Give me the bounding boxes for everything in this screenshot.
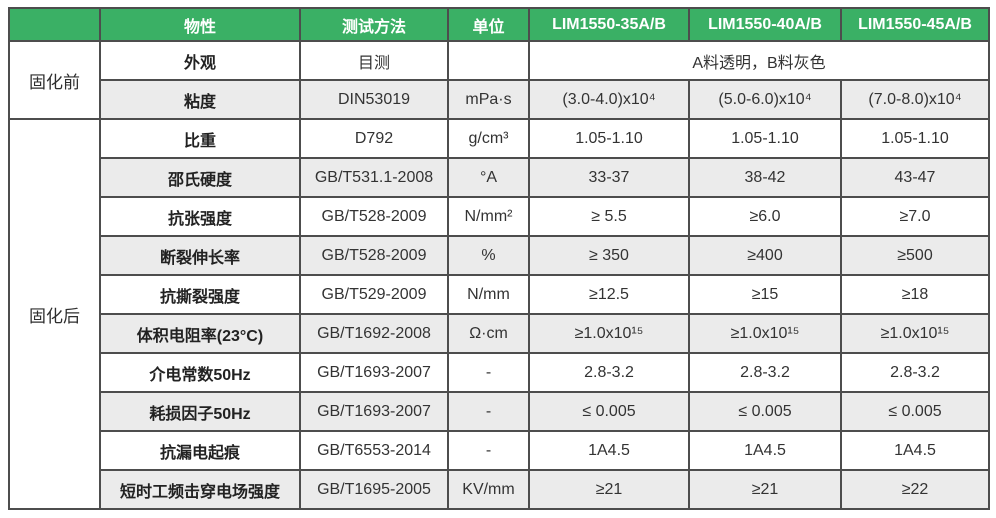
value-cell-45: ≥1.0x10¹⁵ — [840, 313, 990, 354]
method-cell: GB/T1692-2008 — [299, 313, 449, 354]
property-cell: 比重 — [99, 118, 301, 159]
table-row-breakdown-strength: 短时工频击穿电场强度 GB/T1695-2005 KV/mm ≥21 ≥21 ≥… — [9, 469, 990, 510]
value-cell-35: ≥1.0x10¹⁵ — [528, 313, 690, 354]
value-cell-40: 1A4.5 — [688, 430, 842, 471]
value-cell-40: ≥400 — [688, 235, 842, 276]
value-cell-45: ≥7.0 — [840, 196, 990, 237]
table-row-elongation: 断裂伸长率 GB/T528-2009 % ≥ 350 ≥400 ≥500 — [9, 235, 990, 276]
table-row-shore-hardness: 邵氏硬度 GB/T531.1-2008 °A 33-37 38-42 43-47 — [9, 157, 990, 198]
column-header-product-35: LIM1550-35A/B — [528, 7, 690, 42]
table-row-tensile-strength: 抗张强度 GB/T528-2009 N/mm² ≥ 5.5 ≥6.0 ≥7.0 — [9, 196, 990, 237]
unit-cell: mPa·s — [447, 79, 530, 120]
value-cell-45: ≥22 — [840, 469, 990, 510]
property-cell: 外观 — [99, 40, 301, 81]
value-cell-45: ≥500 — [840, 235, 990, 276]
value-cell-35: ≥ 350 — [528, 235, 690, 276]
value-cell-40: ≥6.0 — [688, 196, 842, 237]
unit-cell: °A — [447, 157, 530, 198]
value-cell-45: 1.05-1.10 — [840, 118, 990, 159]
property-cell: 耗损因子50Hz — [99, 391, 301, 432]
value-cell-35: (3.0-4.0)x10⁴ — [528, 79, 690, 120]
table-row-tracking-resistance: 抗漏电起痕 GB/T6553-2014 - 1A4.5 1A4.5 1A4.5 — [9, 430, 990, 471]
property-cell: 体积电阻率(23°C) — [99, 313, 301, 354]
unit-cell: g/cm³ — [447, 118, 530, 159]
group-label-after-cure: 固化后 — [8, 118, 101, 510]
value-cell-45: ≥18 — [840, 274, 990, 315]
unit-cell: Ω·cm — [447, 313, 530, 354]
value-cell-45: (7.0-8.0)x10⁴ — [840, 79, 990, 120]
value-cell-35: 33-37 — [528, 157, 690, 198]
group-label-before-cure: 固化前 — [8, 40, 101, 120]
method-cell: GB/T531.1-2008 — [299, 157, 449, 198]
value-cell-45: 2.8-3.2 — [840, 352, 990, 393]
header-corner-cell — [8, 7, 101, 42]
method-cell: D792 — [299, 118, 449, 159]
value-cell-45: 1A4.5 — [840, 430, 990, 471]
method-cell: GB/T1693-2007 — [299, 391, 449, 432]
table-row-volume-resistivity: 体积电阻率(23°C) GB/T1692-2008 Ω·cm ≥1.0x10¹⁵… — [9, 313, 990, 354]
table-row-appearance: 固化前 外观 目测 A料透明，B料灰色 — [8, 40, 990, 120]
property-cell: 断裂伸长率 — [99, 235, 301, 276]
header-row: 物性 测试方法 单位 LIM1550-35A/B LIM1550-40A/B L… — [8, 7, 990, 42]
value-cell-45: ≤ 0.005 — [840, 391, 990, 432]
method-cell: DIN53019 — [299, 79, 449, 120]
column-header-property: 物性 — [99, 7, 301, 42]
unit-cell: N/mm — [447, 274, 530, 315]
property-cell: 粘度 — [99, 79, 301, 120]
unit-cell: KV/mm — [447, 469, 530, 510]
property-cell: 邵氏硬度 — [99, 157, 301, 198]
method-cell: GB/T6553-2014 — [299, 430, 449, 471]
unit-cell: % — [447, 235, 530, 276]
value-cell-35: 1A4.5 — [528, 430, 690, 471]
unit-cell — [447, 40, 530, 81]
value-cell-35: ≥12.5 — [528, 274, 690, 315]
unit-cell: N/mm² — [447, 196, 530, 237]
unit-cell: - — [447, 430, 530, 471]
unit-cell: - — [447, 391, 530, 432]
table-row-viscosity: 粘度 DIN53019 mPa·s (3.0-4.0)x10⁴ (5.0-6.0… — [9, 79, 990, 120]
method-cell: GB/T529-2009 — [299, 274, 449, 315]
property-cell: 短时工频击穿电场强度 — [99, 469, 301, 510]
table-row-dielectric-constant: 介电常数50Hz GB/T1693-2007 - 2.8-3.2 2.8-3.2… — [9, 352, 990, 393]
column-header-method: 测试方法 — [299, 7, 449, 42]
product-spec-table: 物性 测试方法 单位 LIM1550-35A/B LIM1550-40A/B L… — [8, 7, 990, 510]
property-cell: 介电常数50Hz — [99, 352, 301, 393]
value-cell-40: 1.05-1.10 — [688, 118, 842, 159]
method-cell: GB/T528-2009 — [299, 235, 449, 276]
property-cell: 抗张强度 — [99, 196, 301, 237]
table-row-specific-gravity: 固化后 比重 D792 g/cm³ 1.05-1.10 1.05-1.10 1.… — [8, 118, 990, 510]
column-header-product-40: LIM1550-40A/B — [688, 7, 842, 42]
column-header-product-45: LIM1550-45A/B — [840, 7, 990, 42]
method-cell: GB/T1693-2007 — [299, 352, 449, 393]
value-cell-35: ≥21 — [528, 469, 690, 510]
method-cell: 目测 — [299, 40, 449, 81]
value-cell-35: ≤ 0.005 — [528, 391, 690, 432]
property-cell: 抗漏电起痕 — [99, 430, 301, 471]
merged-value-cell: A料透明，B料灰色 — [528, 40, 990, 81]
property-cell: 抗撕裂强度 — [99, 274, 301, 315]
value-cell-40: 38-42 — [688, 157, 842, 198]
value-cell-35: ≥ 5.5 — [528, 196, 690, 237]
table-row-dissipation-factor: 耗损因子50Hz GB/T1693-2007 - ≤ 0.005 ≤ 0.005… — [9, 391, 990, 432]
value-cell-35: 1.05-1.10 — [528, 118, 690, 159]
value-cell-40: ≥21 — [688, 469, 842, 510]
table-row-tear-strength: 抗撕裂强度 GB/T529-2009 N/mm ≥12.5 ≥15 ≥18 — [9, 274, 990, 315]
value-cell-40: ≥1.0x10¹⁵ — [688, 313, 842, 354]
value-cell-40: 2.8-3.2 — [688, 352, 842, 393]
value-cell-40: ≥15 — [688, 274, 842, 315]
value-cell-40: ≤ 0.005 — [688, 391, 842, 432]
method-cell: GB/T1695-2005 — [299, 469, 449, 510]
value-cell-35: 2.8-3.2 — [528, 352, 690, 393]
column-header-unit: 单位 — [447, 7, 530, 42]
method-cell: GB/T528-2009 — [299, 196, 449, 237]
value-cell-40: (5.0-6.0)x10⁴ — [688, 79, 842, 120]
value-cell-45: 43-47 — [840, 157, 990, 198]
unit-cell: - — [447, 352, 530, 393]
